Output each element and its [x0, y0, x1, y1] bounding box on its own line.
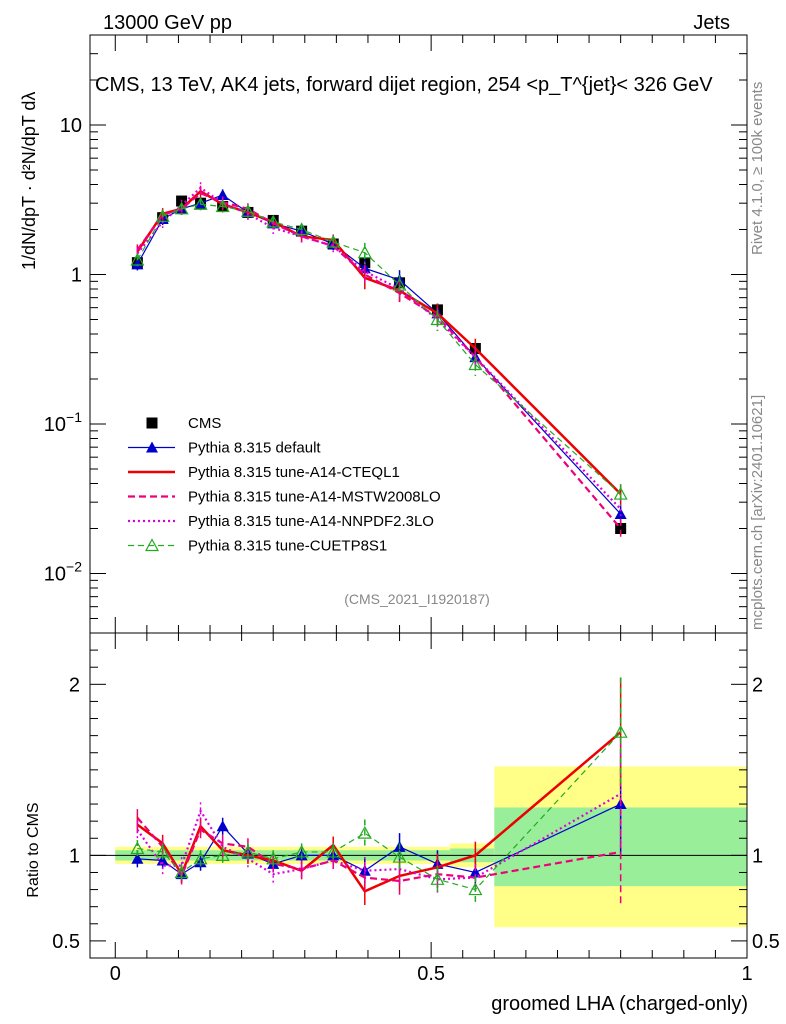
series-2 — [136, 185, 622, 506]
series-0 — [131, 195, 627, 535]
ratio-y-tick-label: 0.5 — [52, 931, 80, 953]
ratio-point — [613, 724, 628, 738]
legend-label-0: CMS — [188, 415, 221, 432]
plot-title: CMS, 13 TeV, AK4 jets, forward dijet reg… — [95, 74, 713, 96]
data-point — [614, 508, 627, 520]
data-point — [266, 214, 281, 228]
ratio-point — [468, 882, 483, 896]
ratio-y-tick-label-right: 1 — [752, 845, 763, 867]
main-y-tick-label: 1 — [71, 265, 82, 287]
legend-label-1: Pythia 8.315 default — [188, 440, 321, 457]
data-point — [216, 189, 229, 201]
data-point — [174, 201, 189, 215]
data-point — [294, 222, 309, 236]
main-y-axis-label: 1/dN/dpT · d²N/dpT dλ — [19, 92, 39, 270]
ratio-point — [156, 854, 169, 866]
ratio-point — [357, 825, 372, 839]
ratio-y-tick-label-right: 0.5 — [752, 931, 780, 953]
ratio-panel: 0.5 0.51 12 20 0.5 1 — [52, 632, 780, 985]
ratio-point — [326, 844, 341, 858]
ratio-y-tick-label: 2 — [69, 674, 80, 696]
mcplots-label: mcplots.cern.ch [arXiv:2401.10621] — [749, 395, 766, 630]
series-3 — [136, 187, 622, 540]
data-point — [155, 209, 170, 222]
series-line-3 — [136, 191, 622, 530]
data-point — [430, 312, 445, 326]
ratio-y-axis-label: Ratio to CMS — [25, 802, 42, 897]
main-y-tick-label: 10 — [60, 115, 82, 137]
main-y-tick-label: 10−1 — [44, 409, 82, 436]
ratio-line-2 — [136, 817, 621, 883]
x-tick-label: 0.5 — [417, 963, 445, 985]
ratio-point — [240, 844, 255, 858]
legend-marker-5 — [144, 538, 160, 552]
ratio-point — [155, 844, 170, 858]
legend: CMS Pythia 8.315 default Pythia 8.315 tune… — [128, 415, 441, 555]
rivet-label: Rivet 4.1.0, ≥ 100k events — [749, 82, 766, 255]
data-point — [468, 357, 483, 371]
data-point — [295, 225, 308, 237]
legend-label-4: Pythia 8.315 tune-A14-NNPDF2.3LO — [188, 513, 434, 530]
legend-label-2: Pythia 8.315 tune-A14-CTEQL1 — [188, 464, 400, 481]
ratio-series-3 — [136, 739, 622, 893]
data-point — [357, 245, 372, 259]
ratio-point — [294, 844, 309, 858]
series-line-4 — [136, 186, 622, 510]
ratio-line-4 — [137, 731, 622, 891]
ratio-y-tick-label: 1 — [69, 845, 80, 867]
legend-marker-0 — [146, 417, 158, 429]
ratio-point — [193, 851, 208, 865]
data-point — [131, 258, 144, 270]
ratio-series-4 — [130, 677, 628, 904]
header-right: Jets — [693, 12, 730, 34]
ratio-point — [430, 872, 445, 885]
data-point — [392, 277, 407, 291]
x-tick-label: 0 — [110, 963, 121, 985]
legend-marker-1 — [146, 441, 158, 453]
ratio-point — [215, 848, 230, 861]
legend-label-5: Pythia 8.315 tune-CUETP8S1 — [188, 538, 387, 555]
x-axis-label: groomed LHA (charged-only) — [491, 993, 748, 1015]
ratio-point — [130, 841, 145, 855]
header-left: 13000 GeV pp — [103, 12, 232, 34]
data-point — [240, 203, 255, 217]
legend-label-3: Pythia 8.315 tune-A14-MSTW2008LO — [188, 489, 441, 506]
analysis-watermark: (CMS_2021_I1920187) — [344, 591, 490, 607]
data-point — [613, 486, 628, 500]
ratio-point — [131, 852, 144, 864]
data-point — [193, 197, 208, 210]
data-point — [215, 199, 230, 213]
ratio-point — [216, 820, 229, 832]
data-point — [615, 523, 627, 535]
ratio-point — [392, 849, 407, 863]
x-tick-label: 1 — [741, 963, 752, 985]
ratio-y-tick-label-right: 2 — [752, 674, 763, 696]
main-y-tick-label: 10−2 — [44, 559, 82, 586]
series-5 — [130, 197, 628, 506]
ratio-point — [174, 865, 189, 879]
data-point — [130, 252, 145, 266]
data-point — [326, 234, 341, 248]
ratio-frame — [89, 632, 748, 959]
ratio-point — [266, 851, 281, 865]
